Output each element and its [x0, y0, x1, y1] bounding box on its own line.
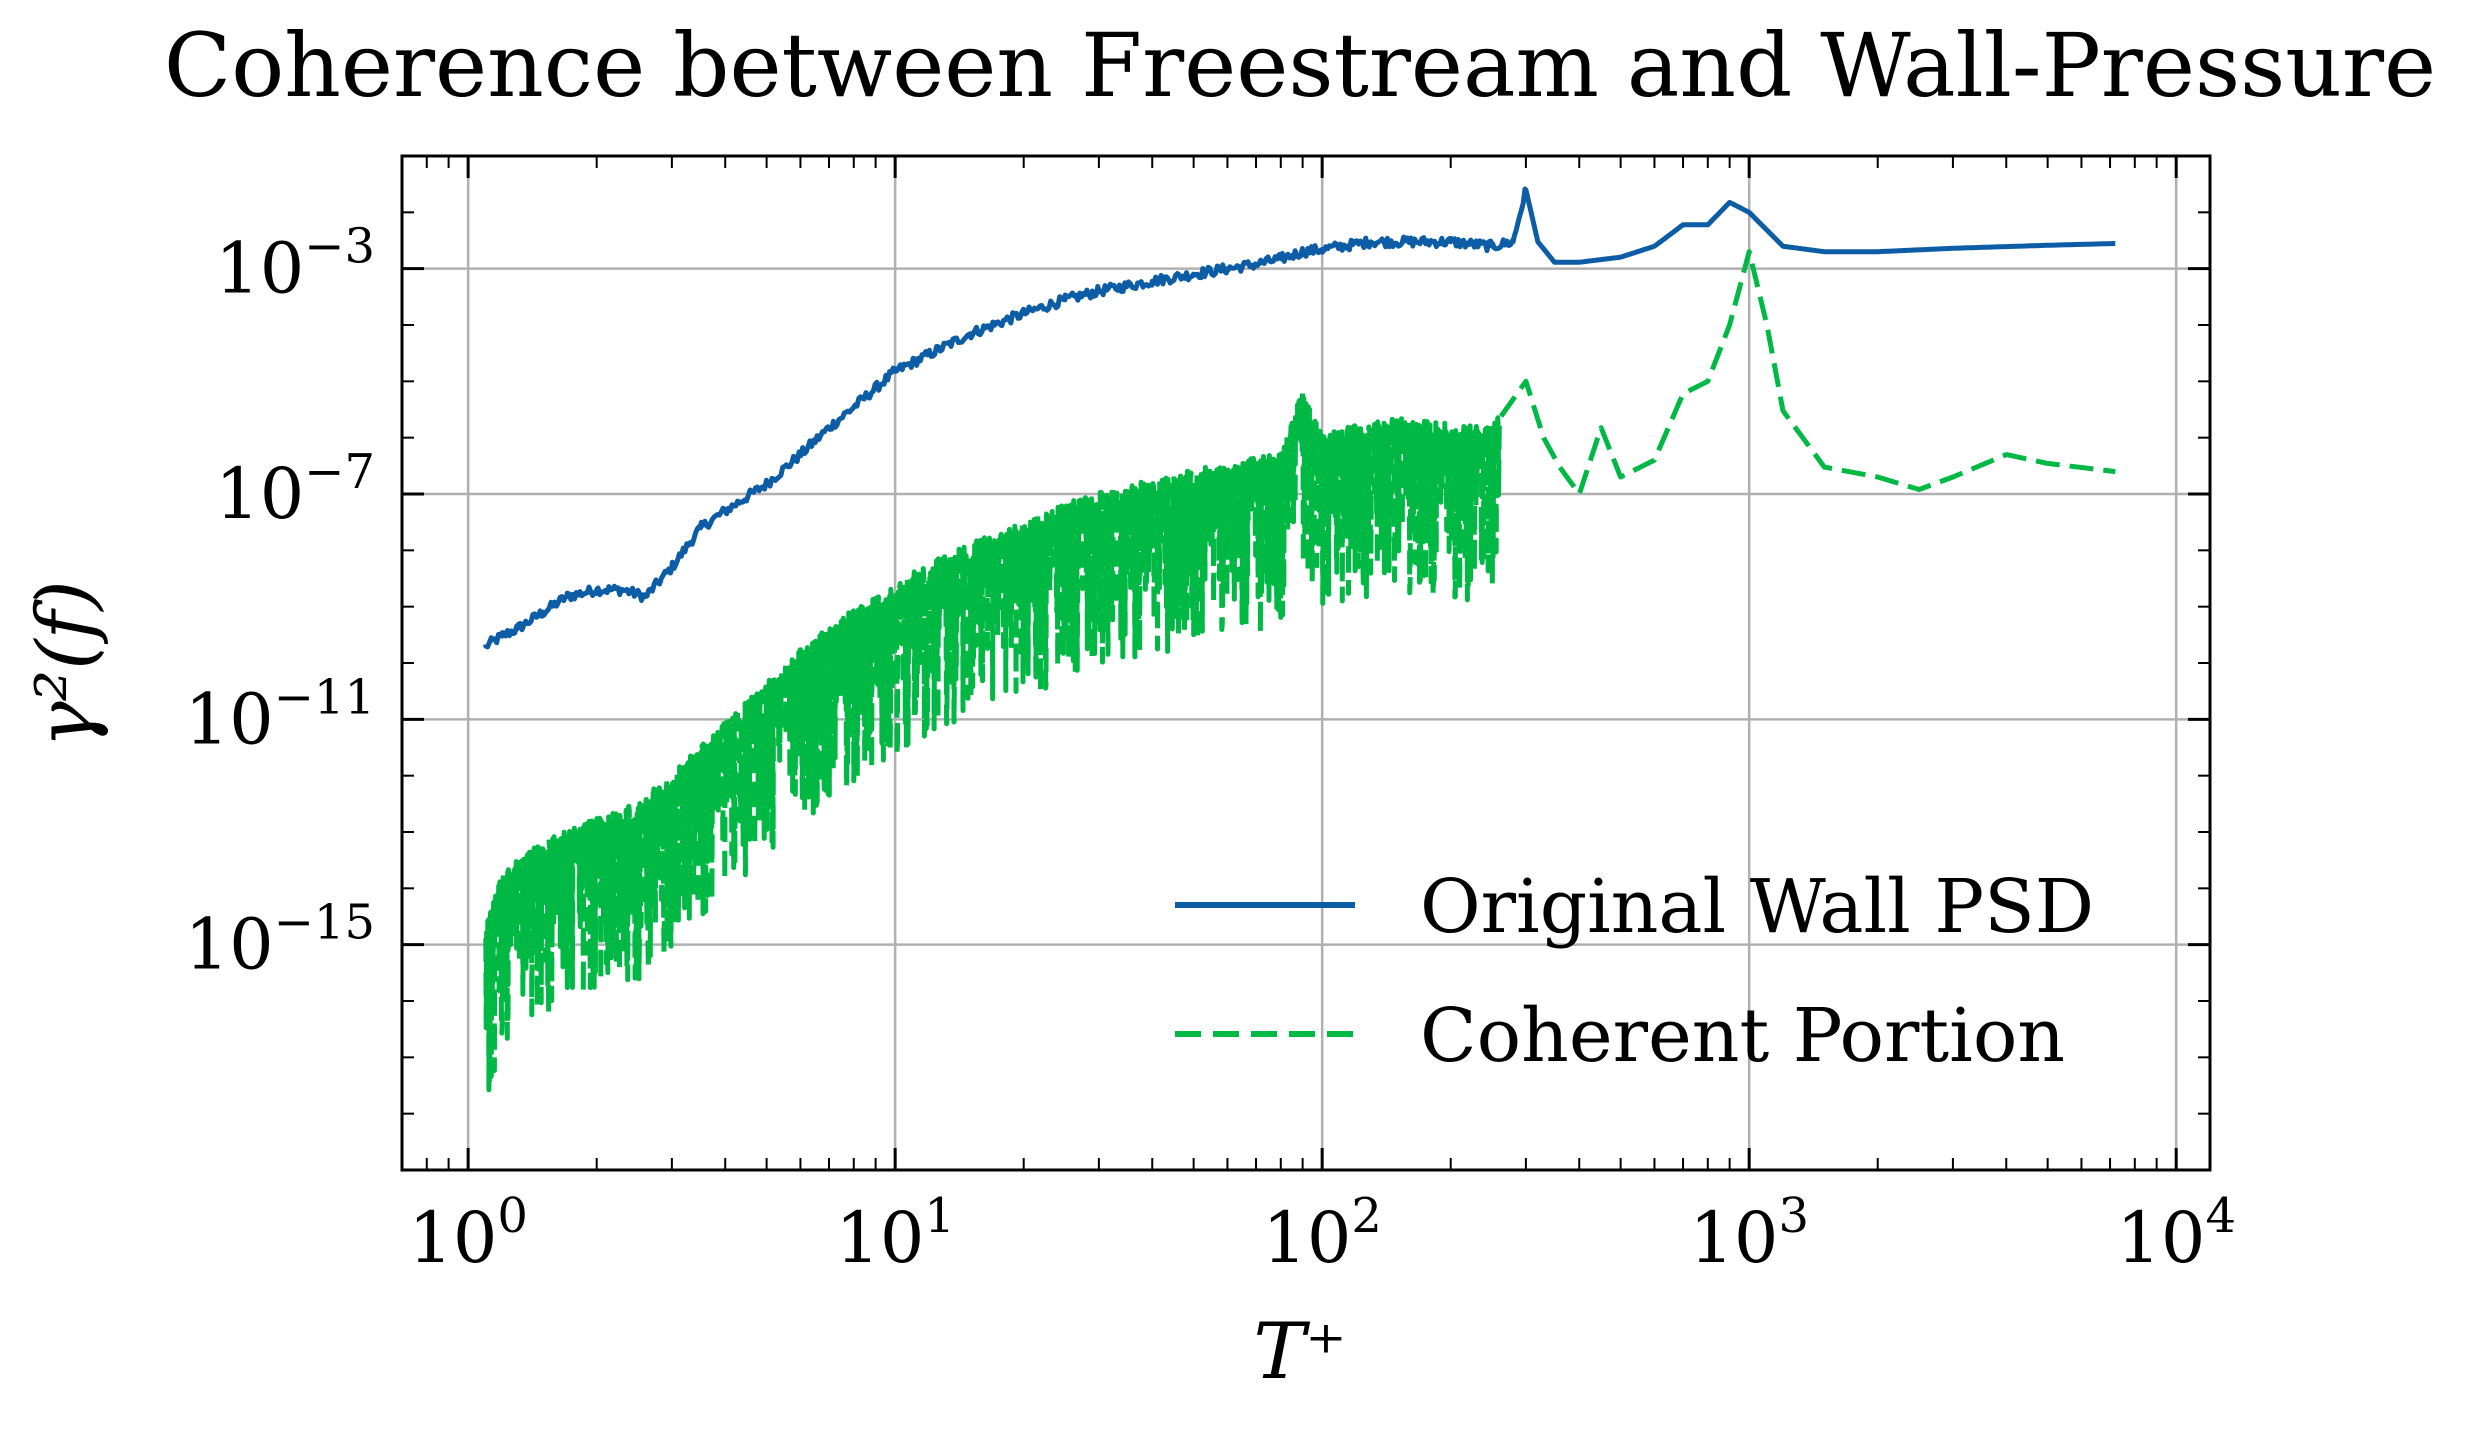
- y-tick-label: 10−7: [215, 444, 375, 535]
- y-tick-label: 10−3: [215, 219, 375, 310]
- x-tick-base: 10: [2116, 1197, 2205, 1279]
- x-tick-exp: 0: [497, 1188, 528, 1244]
- y-tick-base: 10: [215, 228, 304, 310]
- series-line-original-wall-psd: [483, 186, 2116, 650]
- x-tick-label: 100: [408, 1188, 528, 1279]
- x-tick-base: 10: [835, 1197, 924, 1279]
- y-tick-label: 10−11: [185, 669, 375, 760]
- x-tick-labels: 100 101 102 103 104: [408, 1188, 2236, 1279]
- y-tick-exp: −7: [304, 444, 375, 500]
- x-tick-base: 10: [408, 1197, 497, 1279]
- series-line-coherent-portion: [483, 249, 2116, 1093]
- plot-area: [400, 154, 2212, 1172]
- y-tick-base: 10: [185, 904, 274, 986]
- x-tick-base: 10: [1689, 1197, 1778, 1279]
- gridlines: [402, 156, 2210, 1170]
- y-tick-exp: −15: [274, 895, 375, 951]
- x-tick-exp: 3: [1778, 1188, 1809, 1244]
- ticks: [401, 155, 2210, 1171]
- chart-title: Coherence between Freestream and Wall-Pr…: [164, 14, 2436, 117]
- x-axis-label: T⁺: [1253, 1307, 1346, 1397]
- legend: Original Wall PSD Coherent Portion: [1175, 864, 2094, 1079]
- x-tick-exp: 1: [924, 1188, 955, 1244]
- x-tick-base: 10: [1262, 1197, 1351, 1279]
- x-tick-exp: 4: [2205, 1188, 2236, 1244]
- x-tick-label: 101: [835, 1188, 955, 1279]
- series-layer: [483, 186, 2116, 1093]
- legend-label-original-wall-psd: Original Wall PSD: [1420, 864, 2094, 950]
- legend-label-coherent-portion: Coherent Portion: [1420, 993, 2065, 1079]
- x-tick-label: 104: [2116, 1188, 2236, 1279]
- y-tick-label: 10−15: [185, 895, 375, 986]
- x-tick-label: 103: [1689, 1188, 1809, 1279]
- y-tick-exp: −11: [274, 669, 375, 725]
- y-axis-label: γ²(f): [21, 580, 111, 748]
- x-tick-label: 102: [1262, 1188, 1382, 1279]
- y-tick-base: 10: [185, 678, 274, 760]
- x-tick-exp: 2: [1351, 1188, 1382, 1244]
- y-tick-base: 10: [215, 453, 304, 535]
- y-tick-exp: −3: [304, 219, 375, 275]
